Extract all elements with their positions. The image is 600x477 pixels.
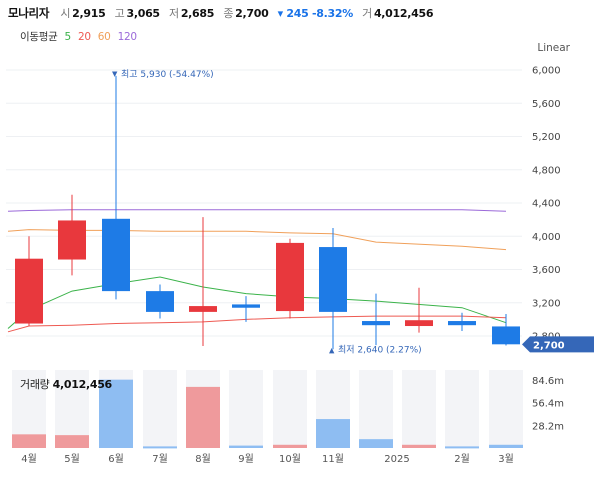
price-tick-label: 4,800 [532,165,561,176]
candle-body[interactable] [102,218,130,292]
volume-bar[interactable] [55,435,89,448]
high-value: 3,065 [126,7,160,20]
price-tick-label: 5,600 [532,99,561,110]
high-label: 고 [114,7,125,20]
close-label: 종 [223,7,234,20]
ma5-legend[interactable]: 5 [64,31,72,43]
volume-column-bg [489,370,523,448]
price-tick-label: 3,200 [532,298,561,309]
candle-body[interactable] [492,326,520,345]
price-tick-label: 5,200 [532,132,561,143]
candle-body[interactable] [319,247,347,312]
x-axis-label: 7월 [152,453,168,465]
volume-column-bg [143,370,177,448]
ma-legend-title: 이동평균 [20,31,58,43]
candle-body[interactable] [448,321,476,326]
ma20-legend[interactable]: 20 [77,31,91,43]
x-axis-label: 11월 [322,453,344,465]
volume-bar[interactable] [359,439,393,448]
volume-bar[interactable] [229,445,263,448]
candle-body[interactable] [232,304,260,308]
moving-average-legend[interactable]: 이동평균 5 20 60 120 [20,29,141,44]
volume-column-bg [229,370,263,448]
price-tick-label: 6,000 [532,66,561,77]
volume-bar[interactable] [12,434,46,448]
volume-bar[interactable] [99,379,133,448]
close-value: 2,700 [235,7,269,20]
volume-column-bg [445,370,479,448]
current-price-label: 2,700 [533,340,565,351]
volume-panel-value: 4,012,456 [52,378,113,391]
x-axis-label: 3월 [498,453,514,465]
ma120-legend[interactable]: 120 [117,31,137,43]
ma20-line [7,315,507,333]
candle-body[interactable] [15,258,43,324]
volume-tick-label: 28.2m [532,421,564,432]
candle-body[interactable] [146,291,174,312]
price-summary-header: 모나리자 시 2,915 고 3,065 저 2,685 종 2,700 ▾ 245 -… [8,5,439,23]
ma5-line [7,276,507,329]
x-axis-label: 6월 [108,453,124,465]
volume-bar[interactable] [489,444,523,448]
x-axis-label: 10월 [279,453,301,465]
volume-panel-title: 거래량 [20,378,50,391]
volume-bar[interactable] [445,446,479,449]
ma60-legend[interactable]: 60 [97,31,111,43]
open-value: 2,915 [72,7,106,20]
x-axis-label: 8월 [195,453,211,465]
volume-bar[interactable] [143,446,177,449]
volume-bar[interactable] [273,444,307,448]
candle-body[interactable] [58,220,86,260]
candle-body[interactable] [362,321,390,326]
volume-column-bg [402,370,436,448]
volume-tick-label: 56.4m [532,399,564,410]
candle-body[interactable] [189,306,217,312]
ma120-line [7,209,507,212]
x-axis-label: 5월 [64,453,80,465]
candle-body[interactable] [276,242,304,312]
low-value: 2,685 [180,7,215,20]
volume-bar[interactable] [316,419,350,448]
x-axis-label: 4월 [21,453,37,465]
scale-type-toggle[interactable]: Linear [537,42,570,54]
volume-panel-label: 거래량 4,012,456 [20,376,112,392]
low-label: 저 [168,7,179,20]
high-marker-icon: ▼ [112,70,118,78]
volume-bar[interactable] [186,386,220,448]
high-annotation: 최고 5,930 (-54.47%) [121,69,214,80]
volume-value: 4,012,456 [373,7,434,20]
volume-tick-label: 84.6m [532,376,564,387]
volume-label: 거 [362,7,372,20]
volume-column-bg [273,370,307,448]
low-marker-icon: ▲ [329,346,335,354]
price-tick-label: 4,000 [532,232,561,243]
low-annotation: 최저 2,640 (2.27%) [338,344,422,355]
price-change: ▾ 245 -8.32% [277,7,354,20]
volume-column-bg [359,370,393,448]
volume-column-bg [55,370,89,448]
x-axis-label: 2월 [454,453,470,465]
x-axis-label: 2025 [384,454,409,465]
candle-body[interactable] [405,320,433,327]
current-price-tag [522,336,594,353]
open-label: 시 [60,7,71,20]
volume-bar[interactable] [402,444,436,448]
price-tick-label: 4,400 [532,199,561,210]
price-tick-label: 3,600 [532,265,561,276]
stock-name: 모나리자 [8,6,50,20]
x-axis-label: 9월 [238,453,254,465]
